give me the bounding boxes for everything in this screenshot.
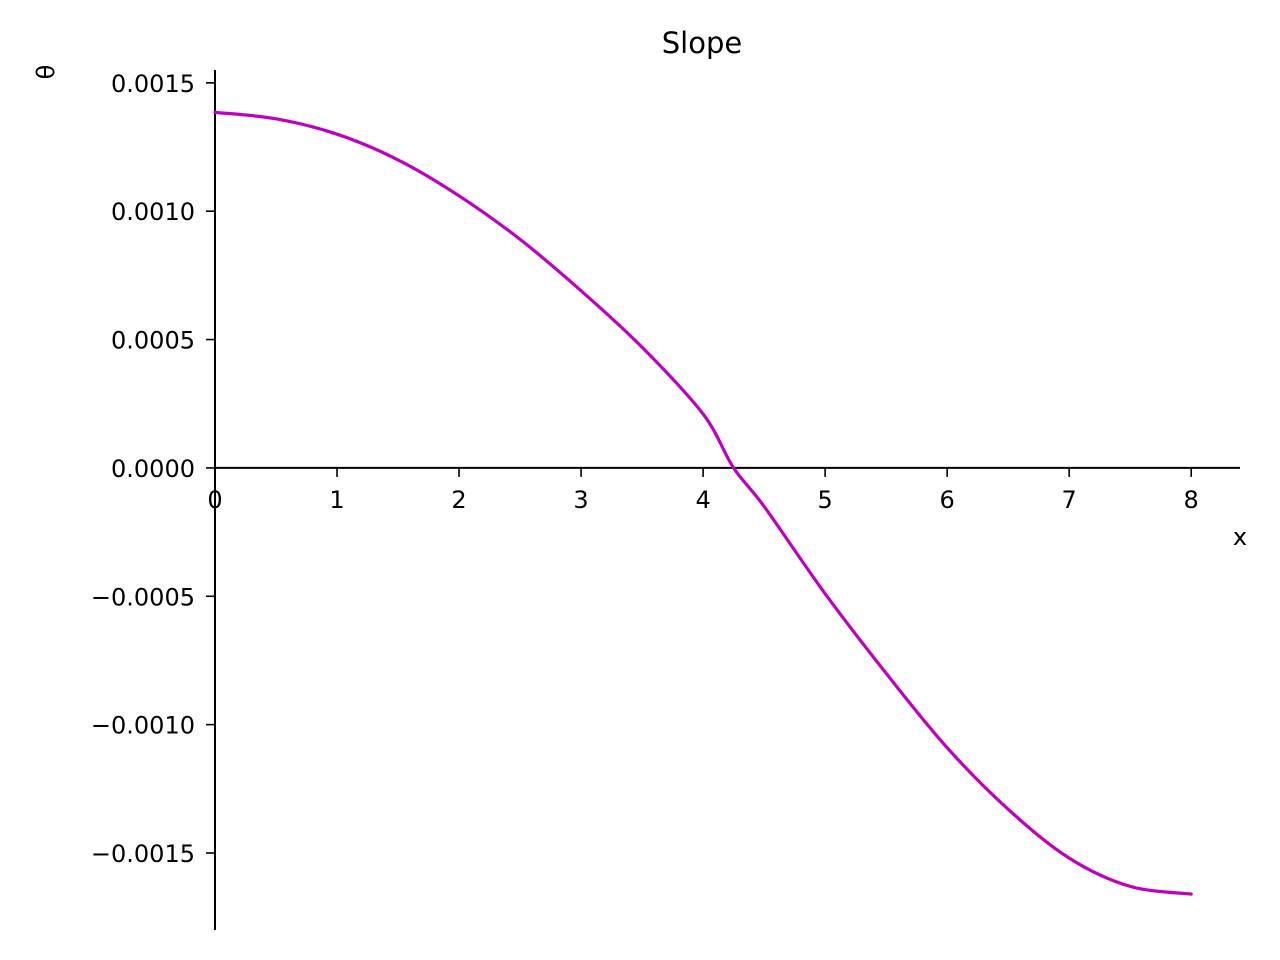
x-tick-label: 8 <box>1184 486 1199 514</box>
x-tick-label: 5 <box>817 486 832 514</box>
x-tick-label: 6 <box>940 486 955 514</box>
series-group <box>213 110 1193 896</box>
chart-title: Slope <box>662 26 742 60</box>
x-tick-label: 7 <box>1062 486 1077 514</box>
x-tick-label: 0 <box>207 486 222 514</box>
x-tick-label: 1 <box>329 486 344 514</box>
y-tick-label: 0.0005 <box>111 327 195 355</box>
y-tick-label: 0.0000 <box>111 455 195 483</box>
y-tick-label: 0.0015 <box>111 70 195 98</box>
y-axis-ticks: 0.0015 0.0010 0.0005 0.0000 −0.0005 −0.0010 −0… <box>91 70 215 868</box>
y-tick-label: −0.0005 <box>91 583 195 611</box>
y-tick-label: −0.0015 <box>91 840 195 868</box>
x-axis-label: x <box>1233 523 1247 551</box>
x-tick-label: 2 <box>451 486 466 514</box>
x-axis-ticks: 0 1 2 3 4 5 6 7 8 <box>207 467 1199 514</box>
slope-curve <box>213 110 1193 896</box>
x-tick-label: 4 <box>695 486 710 514</box>
y-tick-label: 0.0010 <box>111 198 195 226</box>
y-axis-label: θ <box>32 65 60 80</box>
y-tick-label: −0.0010 <box>91 712 195 740</box>
x-tick-label: 3 <box>573 486 588 514</box>
